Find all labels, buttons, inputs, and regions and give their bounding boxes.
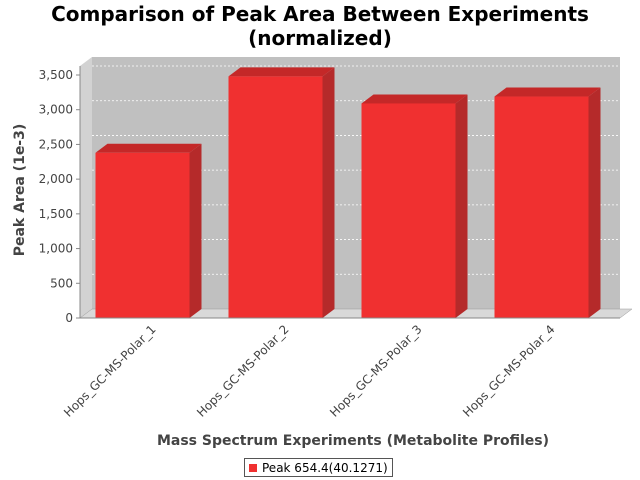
y-tick-label: 2,500: [39, 137, 73, 151]
y-tick-label: 3,000: [39, 103, 73, 117]
bar-group: [228, 67, 335, 318]
bar: [494, 96, 589, 318]
bars: [95, 67, 601, 318]
x-tick-label: Hops_GC-MS-Polar_1: [61, 322, 159, 420]
legend-swatch: [249, 463, 257, 472]
bar-group: [95, 143, 202, 318]
bar-side: [189, 143, 202, 318]
legend-label: Peak 654.4(40.1271): [262, 460, 388, 475]
bar-group: [494, 87, 601, 318]
bar: [361, 103, 456, 318]
bar-top: [95, 143, 202, 153]
y-tick-label: 0: [65, 311, 73, 325]
bar: [95, 152, 190, 318]
bar-side: [455, 94, 468, 318]
bar: [228, 76, 323, 318]
y-tick-label: 2,000: [39, 172, 73, 186]
y-tick-label: 500: [50, 276, 73, 290]
bar-side: [588, 87, 601, 318]
plot-left-wall: [80, 57, 92, 318]
bar-group: [361, 94, 468, 318]
bar-top: [361, 94, 468, 104]
x-tick-label: Hops_GC-MS-Polar_2: [194, 322, 292, 420]
y-tick-label: 3,500: [39, 68, 73, 82]
y-tick-label: 1,500: [39, 207, 73, 221]
x-axis-label: Mass Spectrum Experiments (Metabolite Pr…: [157, 433, 549, 449]
chart-title: Comparison of Peak Area Between Experime…: [0, 2, 640, 50]
bar-top: [494, 87, 601, 97]
bar-side: [322, 67, 335, 318]
y-axis-label: Peak Area (1e-3): [12, 124, 28, 257]
x-tick-label: Hops_GC-MS-Polar_4: [460, 322, 558, 420]
bar-top: [228, 67, 335, 77]
chart-title-line-1: Comparison of Peak Area Between Experime…: [51, 2, 589, 26]
chart-title-line-2: (normalized): [248, 26, 392, 50]
y-tick-label: 1,000: [39, 242, 73, 256]
x-tick-label: Hops_GC-MS-Polar_3: [327, 322, 425, 420]
legend: Peak 654.4(40.1271): [244, 458, 393, 477]
